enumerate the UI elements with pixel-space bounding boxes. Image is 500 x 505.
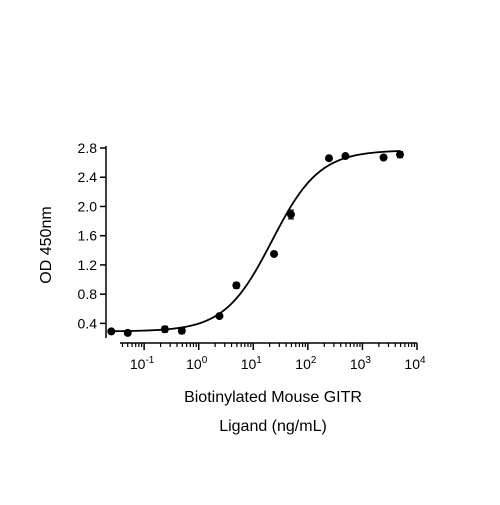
- point-marker: [379, 153, 388, 162]
- data-point: [286, 209, 295, 220]
- point-marker: [177, 326, 186, 335]
- y-tick-label: 1.2: [78, 257, 98, 273]
- data-points: [107, 150, 404, 337]
- x-tick-label: 101: [241, 355, 263, 372]
- data-point: [395, 150, 404, 159]
- point-marker: [286, 210, 295, 219]
- point-marker: [395, 150, 404, 159]
- y-tick-label: 0.8: [78, 286, 98, 302]
- y-tick-label: 0.4: [78, 315, 98, 331]
- point-marker: [341, 152, 350, 161]
- axes: [105, 146, 417, 344]
- data-point: [177, 326, 186, 335]
- data-point: [123, 328, 132, 337]
- axis-labels: OD 450nm Biotinylated Mouse GITR Ligand …: [38, 206, 362, 435]
- y-tick-label: 2.8: [78, 140, 98, 156]
- point-marker: [107, 327, 116, 336]
- x-axis-title-line-1: Biotinylated Mouse GITR: [184, 389, 362, 406]
- x-tick-label: 100: [186, 355, 208, 372]
- x-tick-label: 102: [295, 355, 317, 372]
- data-point: [324, 154, 333, 163]
- data-point: [379, 153, 388, 162]
- y-tick-label: 1.6: [78, 228, 98, 244]
- data-point: [341, 152, 350, 161]
- point-marker: [232, 281, 241, 290]
- y-tick-label: 2.4: [78, 169, 98, 185]
- point-marker: [215, 312, 224, 321]
- data-point: [270, 249, 279, 258]
- x-tick-label: 104: [404, 355, 426, 372]
- data-point: [232, 281, 241, 290]
- point-marker: [123, 328, 132, 337]
- x-tick-label: 103: [350, 355, 372, 372]
- ticks: 0.4 0.8 1.2 1.6 2.0 2.4 2.8 10-1 100 101 102 103 104: [78, 140, 426, 372]
- x-tick-label: 10-1: [130, 355, 155, 372]
- fit-curve-group: [111, 150, 401, 333]
- point-marker: [324, 154, 333, 163]
- point-marker: [270, 249, 279, 258]
- data-point: [107, 327, 116, 336]
- x-axis-title-line-2: Ligand (ng/mL): [219, 418, 327, 435]
- data-point: [215, 312, 224, 321]
- y-axis-title: OD 450nm: [38, 206, 55, 283]
- fit-curve: [111, 150, 401, 333]
- data-point: [160, 325, 169, 334]
- point-marker: [160, 325, 169, 334]
- y-tick-label: 2.0: [78, 198, 98, 214]
